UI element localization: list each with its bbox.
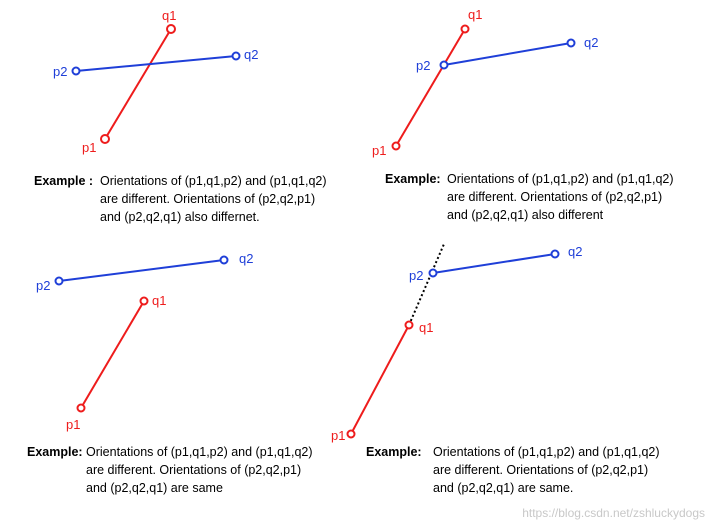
point-p2 <box>54 276 64 286</box>
caption-line-1: Orientations of (p1,q1,p2) and (p1,q1,q2… <box>100 174 327 188</box>
point-q2 <box>219 255 229 265</box>
label-p1: p1 <box>331 428 345 443</box>
caption-line-2: are different. Orientations of (p2,q2,p1… <box>100 192 316 206</box>
panel-top-left: p1 q1 p2 q2 <box>53 8 258 155</box>
point-p1 <box>346 429 356 439</box>
caption-label: Example: <box>366 445 422 459</box>
label-q1: q1 <box>468 7 482 22</box>
panel-top-right: p1 q1 p2 q2 <box>372 7 598 158</box>
caption-line-2: are different. Orientations of (p2,q2,p1… <box>86 463 302 477</box>
segment-p1-q1 <box>395 28 466 147</box>
label-p1: p1 <box>372 143 386 158</box>
segment-p2-q2 <box>432 253 556 274</box>
point-p2 <box>71 66 81 76</box>
label-q2: q2 <box>239 251 253 266</box>
segment-p2-q2 <box>443 42 572 66</box>
point-q1 <box>166 24 176 34</box>
caption-line-1: Orientations of (p1,q1,p2) and (p1,q1,q2… <box>433 445 660 459</box>
label-p1: p1 <box>66 417 80 432</box>
label-q1: q1 <box>419 320 433 335</box>
label-q2: q2 <box>568 244 582 259</box>
label-p2: p2 <box>416 58 430 73</box>
point-q2 <box>550 249 560 259</box>
caption-line-3: and (p2,q2,q1) also different <box>447 208 604 222</box>
segment-p2-q2 <box>58 259 225 282</box>
label-p2: p2 <box>409 268 423 283</box>
caption-line-3: and (p2,q2,q1) are same <box>86 481 223 495</box>
point-q1 <box>139 296 149 306</box>
label-p2: p2 <box>36 278 50 293</box>
label-q2: q2 <box>244 47 258 62</box>
caption-line-2: are different. Orientations of (p2,q2,p1… <box>447 190 663 204</box>
point-p1 <box>391 141 401 151</box>
point-p2 <box>439 60 449 70</box>
caption-line-1: Orientations of (p1,q1,p2) and (p1,q1,q2… <box>86 445 313 459</box>
label-p2: p2 <box>53 64 67 79</box>
panel-bottom-left: p1 q1 p2 q2 <box>36 251 253 432</box>
extension-line <box>408 243 445 326</box>
point-q2 <box>566 38 576 48</box>
caption-label: Example: <box>385 172 441 186</box>
watermark: https://blog.csdn.net/zshluckydogs <box>522 506 705 520</box>
label-q1: q1 <box>162 8 176 23</box>
caption-label: Example: <box>27 445 83 459</box>
segment-p1-q1 <box>350 324 410 435</box>
caption-line-3: and (p2,q2,q1) are same. <box>433 481 574 495</box>
panel-bottom-right: p1 q1 p2 q2 <box>331 243 582 443</box>
caption-label: Example : <box>34 174 94 188</box>
caption-line-1: Orientations of (p1,q1,p2) and (p1,q1,q2… <box>447 172 674 186</box>
point-p1 <box>76 403 86 413</box>
segment-p1-q1 <box>80 300 145 409</box>
label-q1: q1 <box>152 293 166 308</box>
point-q1 <box>404 320 414 330</box>
point-q2 <box>231 51 241 61</box>
point-p2 <box>428 268 438 278</box>
point-p1 <box>100 134 110 144</box>
caption-line-2: are different. Orientations of (p2,q2,p1… <box>433 463 649 477</box>
segment-p1-q1 <box>104 28 172 140</box>
label-q2: q2 <box>584 35 598 50</box>
point-q1 <box>460 24 470 34</box>
segment-p2-q2 <box>75 55 237 72</box>
label-p1: p1 <box>82 140 96 155</box>
caption-line-3: and (p2,q2,q1) also differnet. <box>100 210 260 224</box>
